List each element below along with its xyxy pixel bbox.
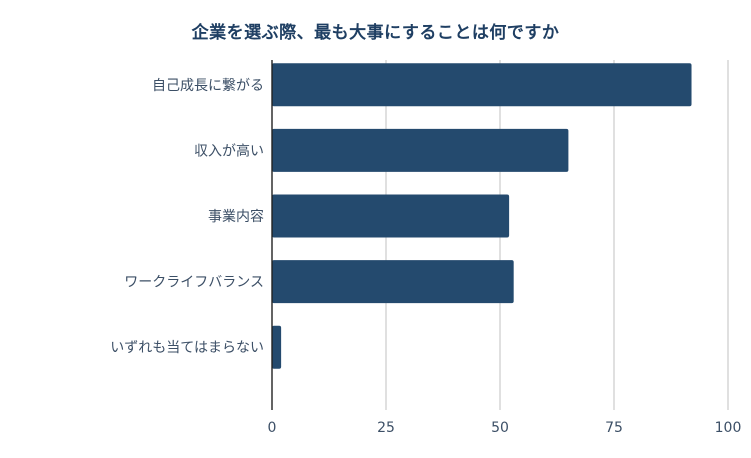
category-label: 自己成長に繋がる (152, 78, 264, 94)
x-tick-label: 50 (491, 420, 509, 436)
bar-3 (272, 194, 510, 238)
bar-5 (272, 325, 282, 369)
bars (272, 63, 692, 369)
x-tick-label: 75 (605, 420, 623, 436)
bar-4 (272, 260, 514, 304)
x-tick-label: 0 (268, 420, 277, 436)
x-tick-label: 25 (377, 420, 395, 436)
bar-1 (272, 63, 692, 107)
bar-2 (272, 128, 569, 172)
category-label: 収入が高い (194, 142, 264, 159)
x-tick-label: 100 (715, 420, 742, 436)
category-label: 事業内容 (208, 208, 264, 225)
chart-title: 企業を選ぶ際、最も大事にすることは何ですか (191, 23, 560, 43)
labels: 0 25 50 75 100 自己成長に繋がる収入が高い事業内容ワークライフバランスいずれ… (110, 78, 741, 436)
category-label: いずれも当てはまらない (110, 340, 264, 356)
category-label: ワークライフバランス (124, 275, 264, 291)
